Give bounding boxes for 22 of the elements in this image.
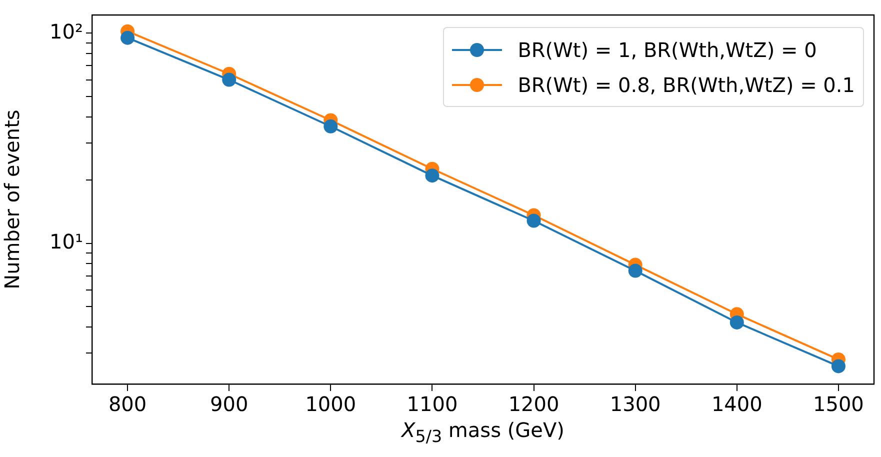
point xyxy=(831,359,846,374)
point xyxy=(324,119,338,134)
x-tick-label: 1000 xyxy=(305,392,356,416)
legend-label: BR(Wt) = 1, BR(Wth,WtZ) = 0 xyxy=(518,38,817,62)
x-tick-label: 800 xyxy=(108,392,147,416)
x-tick-label: 1500 xyxy=(813,392,864,416)
x-tick-label: 1400 xyxy=(711,392,762,416)
point xyxy=(628,264,642,278)
point xyxy=(526,214,541,228)
x-tick-label: 1300 xyxy=(610,392,661,416)
legend-label: BR(Wt) = 0.8, BR(Wth,WtZ) = 0.1 xyxy=(518,72,855,96)
point xyxy=(222,72,236,87)
point xyxy=(120,30,135,45)
y-tick-label: 10¹ xyxy=(50,229,83,254)
y-axis-title: Number of events xyxy=(0,110,24,290)
point xyxy=(425,168,440,183)
x-tick-label: 1200 xyxy=(508,392,560,416)
x-tick-label: 900 xyxy=(210,392,248,416)
point xyxy=(730,315,744,330)
x-tick-label: 1100 xyxy=(406,392,458,416)
y-tick-label: 10² xyxy=(50,19,83,44)
x-axis-title: X$_{5/3}$ mass (GeV) xyxy=(402,418,564,446)
